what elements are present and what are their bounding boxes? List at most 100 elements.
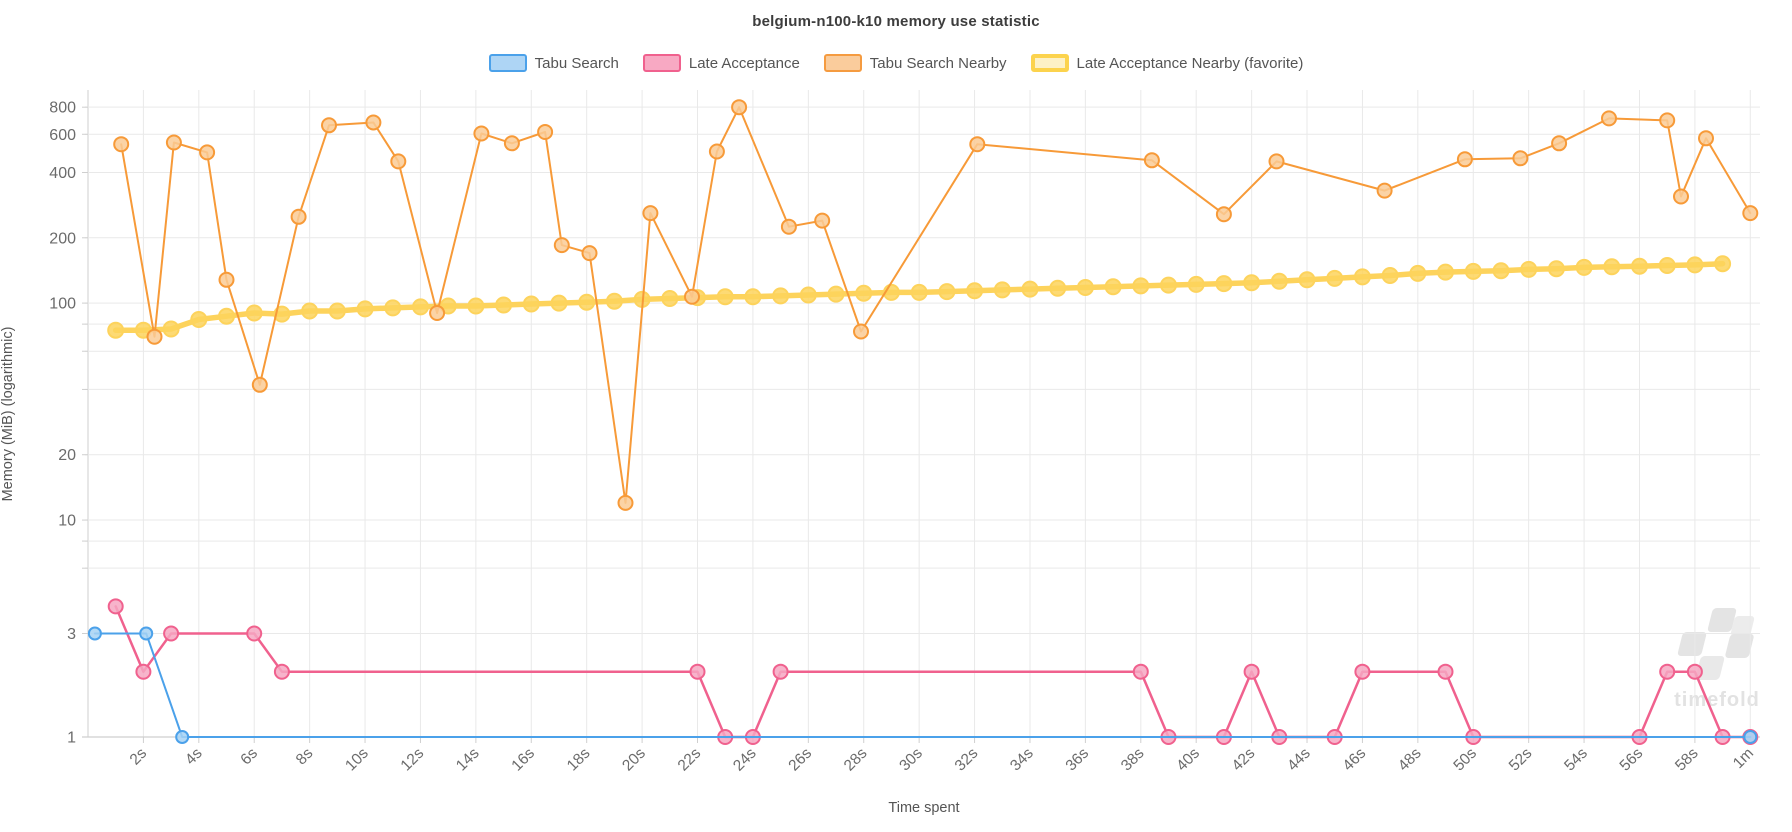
data-point-late-acceptance-nearby-favorite[interactable] bbox=[1437, 263, 1454, 281]
data-point-late-acceptance[interactable] bbox=[1659, 663, 1676, 680]
data-point-late-acceptance[interactable] bbox=[246, 625, 263, 642]
data-point-tabu-search-nearby[interactable] bbox=[251, 376, 268, 393]
data-point-late-acceptance-nearby-favorite[interactable] bbox=[1686, 256, 1704, 274]
data-point-late-acceptance-nearby-favorite[interactable] bbox=[772, 287, 790, 305]
data-point-tabu-search-nearby[interactable] bbox=[365, 114, 382, 131]
data-point-late-acceptance-nearby-favorite[interactable] bbox=[107, 321, 125, 339]
data-point-late-acceptance-nearby-favorite[interactable] bbox=[910, 283, 928, 301]
data-point-late-acceptance-nearby-favorite[interactable] bbox=[1215, 275, 1233, 293]
data-point-late-acceptance-nearby-favorite[interactable] bbox=[1270, 272, 1288, 290]
data-point-late-acceptance[interactable] bbox=[107, 598, 124, 615]
data-point-tabu-search-nearby[interactable] bbox=[1659, 112, 1676, 129]
data-point-tabu-search-nearby[interactable] bbox=[731, 99, 748, 116]
data-point-late-acceptance[interactable] bbox=[135, 663, 152, 680]
data-point-late-acceptance-nearby-favorite[interactable] bbox=[301, 302, 319, 320]
legend-item-late-acceptance[interactable]: Late Acceptance bbox=[642, 54, 800, 72]
data-point-late-acceptance-nearby-favorite[interactable] bbox=[605, 292, 623, 310]
data-point-late-acceptance-nearby-favorite[interactable] bbox=[827, 285, 845, 303]
data-point-late-acceptance-nearby-favorite[interactable] bbox=[1492, 262, 1510, 280]
data-point-tabu-search-nearby[interactable] bbox=[473, 125, 490, 142]
data-point-tabu-search-nearby[interactable] bbox=[1456, 151, 1473, 168]
data-point-late-acceptance-nearby-favorite[interactable] bbox=[550, 294, 568, 312]
data-point-late-acceptance-nearby-favorite[interactable] bbox=[1021, 280, 1039, 298]
data-point-late-acceptance-nearby-favorite[interactable] bbox=[245, 304, 263, 322]
data-point-late-acceptance[interactable] bbox=[1686, 663, 1703, 680]
data-point-tabu-search-nearby[interactable] bbox=[1268, 153, 1285, 170]
data-point-late-acceptance-nearby-favorite[interactable] bbox=[467, 297, 485, 315]
data-point-late-acceptance-nearby-favorite[interactable] bbox=[1326, 269, 1344, 287]
data-point-late-acceptance-nearby-favorite[interactable] bbox=[799, 286, 817, 304]
data-point-tabu-search-nearby[interactable] bbox=[537, 124, 554, 140]
data-point-tabu-search-nearby[interactable] bbox=[1512, 150, 1529, 167]
data-point-tabu-search[interactable] bbox=[139, 626, 154, 641]
data-point-late-acceptance-nearby-favorite[interactable] bbox=[495, 296, 513, 314]
data-point-late-acceptance[interactable] bbox=[1132, 663, 1149, 680]
data-point-tabu-search-nearby[interactable] bbox=[708, 143, 725, 160]
data-point-tabu-search-nearby[interactable] bbox=[853, 323, 869, 340]
data-point-late-acceptance-nearby-favorite[interactable] bbox=[1160, 276, 1177, 294]
data-point-late-acceptance-nearby-favorite[interactable] bbox=[578, 293, 596, 311]
data-point-tabu-search[interactable] bbox=[175, 730, 190, 744]
data-point-late-acceptance-nearby-favorite[interactable] bbox=[1298, 271, 1316, 289]
data-point-tabu-search-nearby[interactable] bbox=[969, 136, 986, 153]
data-point-tabu-search-nearby[interactable] bbox=[684, 288, 700, 305]
data-point-tabu-search-nearby[interactable] bbox=[814, 212, 831, 229]
legend-item-tabu-search[interactable]: Tabu Search bbox=[488, 54, 619, 72]
data-point-late-acceptance-nearby-favorite[interactable] bbox=[1243, 274, 1261, 292]
data-point-late-acceptance[interactable] bbox=[689, 663, 706, 680]
data-point-late-acceptance[interactable] bbox=[1243, 663, 1260, 680]
data-point-tabu-search[interactable] bbox=[1743, 730, 1758, 744]
series-tabu-search[interactable] bbox=[87, 626, 1758, 744]
data-point-late-acceptance-nearby-favorite[interactable] bbox=[938, 283, 956, 301]
data-point-late-acceptance-nearby-favorite[interactable] bbox=[1381, 267, 1399, 284]
data-point-tabu-search-nearby[interactable] bbox=[321, 117, 337, 134]
series-late-acceptance[interactable] bbox=[107, 598, 1759, 745]
data-point-late-acceptance-nearby-favorite[interactable] bbox=[522, 295, 540, 313]
data-point-late-acceptance[interactable] bbox=[772, 663, 789, 680]
data-point-tabu-search-nearby[interactable] bbox=[429, 305, 446, 321]
legend-item-late-acceptance-nearby[interactable]: Late Acceptance Nearby (favorite) bbox=[1030, 54, 1303, 72]
data-point-late-acceptance-nearby-favorite[interactable] bbox=[356, 300, 374, 318]
data-point-late-acceptance-nearby-favorite[interactable] bbox=[328, 302, 346, 320]
data-point-tabu-search-nearby[interactable] bbox=[581, 245, 598, 262]
data-point-tabu-search-nearby[interactable] bbox=[218, 271, 235, 288]
data-point-late-acceptance-nearby-favorite[interactable] bbox=[716, 288, 734, 306]
data-point-tabu-search-nearby[interactable] bbox=[1376, 182, 1393, 199]
data-point-late-acceptance-nearby-favorite[interactable] bbox=[1575, 258, 1593, 276]
data-point-late-acceptance-nearby-favorite[interactable] bbox=[1631, 257, 1648, 275]
data-point-late-acceptance-nearby-favorite[interactable] bbox=[1464, 262, 1482, 280]
data-point-late-acceptance-nearby-favorite[interactable] bbox=[384, 299, 402, 317]
data-point-tabu-search-nearby[interactable] bbox=[146, 328, 163, 345]
data-point-late-acceptance[interactable] bbox=[163, 625, 180, 642]
data-point-late-acceptance-nearby-favorite[interactable] bbox=[412, 298, 429, 316]
data-point-late-acceptance[interactable] bbox=[1437, 663, 1454, 680]
data-point-late-acceptance-nearby-favorite[interactable] bbox=[218, 307, 235, 325]
data-point-late-acceptance-nearby-favorite[interactable] bbox=[855, 284, 873, 302]
data-point-late-acceptance-nearby-favorite[interactable] bbox=[162, 320, 180, 338]
data-point-tabu-search-nearby[interactable] bbox=[553, 237, 570, 254]
data-point-tabu-search-nearby[interactable] bbox=[1215, 206, 1232, 223]
data-point-tabu-search-nearby[interactable] bbox=[1673, 188, 1689, 205]
data-point-late-acceptance-nearby-favorite[interactable] bbox=[966, 282, 984, 300]
data-point-late-acceptance-nearby-favorite[interactable] bbox=[1658, 257, 1676, 274]
data-point-late-acceptance-nearby-favorite[interactable] bbox=[1132, 277, 1150, 295]
data-point-late-acceptance-nearby-favorite[interactable] bbox=[190, 311, 208, 328]
data-point-late-acceptance-nearby-favorite[interactable] bbox=[1187, 275, 1205, 293]
data-point-late-acceptance-nearby-favorite[interactable] bbox=[273, 305, 291, 323]
data-point-tabu-search-nearby[interactable] bbox=[1698, 130, 1714, 147]
data-point-tabu-search-nearby[interactable] bbox=[503, 135, 520, 152]
data-point-late-acceptance-nearby-favorite[interactable] bbox=[1603, 258, 1621, 276]
data-point-late-acceptance-nearby-favorite[interactable] bbox=[993, 281, 1011, 299]
data-point-late-acceptance-nearby-favorite[interactable] bbox=[1409, 264, 1427, 282]
data-point-tabu-search[interactable] bbox=[87, 626, 102, 641]
data-point-late-acceptance-nearby-favorite[interactable] bbox=[744, 288, 762, 306]
data-point-tabu-search-nearby[interactable] bbox=[1742, 205, 1759, 222]
data-point-tabu-search-nearby[interactable] bbox=[199, 144, 216, 161]
legend-item-tabu-search-nearby[interactable]: Tabu Search Nearby bbox=[823, 54, 1007, 72]
data-point-tabu-search-nearby[interactable] bbox=[642, 205, 659, 222]
series-tabu-search-nearby[interactable] bbox=[113, 99, 1759, 511]
data-point-tabu-search-nearby[interactable] bbox=[780, 218, 797, 235]
data-point-late-acceptance-nearby-favorite[interactable] bbox=[1049, 279, 1067, 297]
data-point-late-acceptance-nearby-favorite[interactable] bbox=[1520, 260, 1538, 278]
